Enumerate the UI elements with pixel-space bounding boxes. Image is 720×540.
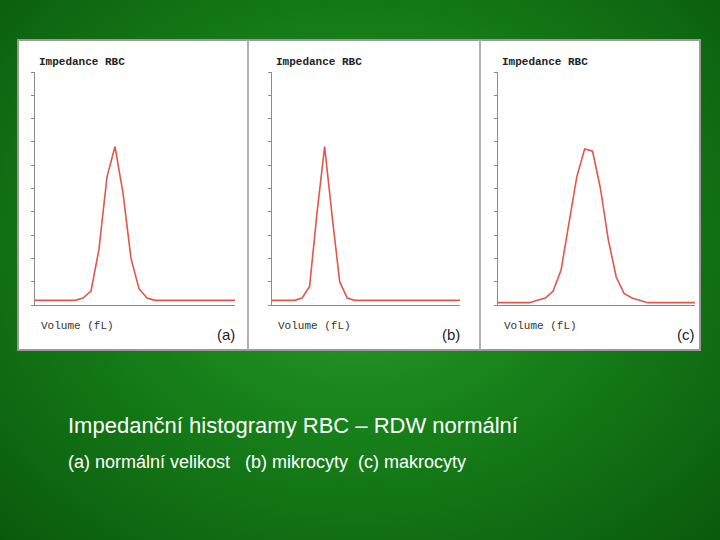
svg-text:Impedance RBC: Impedance RBC bbox=[39, 56, 125, 68]
svg-text:Volume (fL): Volume (fL) bbox=[41, 320, 114, 332]
svg-text:Impedance RBC: Impedance RBC bbox=[502, 56, 588, 68]
svg-text:Impedanční histogramy RBC – RD: Impedanční histogramy RBC – RDW normální bbox=[68, 413, 518, 438]
svg-text:Volume (fL): Volume (fL) bbox=[278, 320, 351, 332]
svg-text:(a) normální velikost (b) mi: (a) normální velikost (b) mikrocyty (c) … bbox=[68, 452, 466, 472]
svg-text:Volume (fL): Volume (fL) bbox=[504, 320, 577, 332]
svg-text:(a): (a) bbox=[217, 326, 235, 343]
svg-text:(c): (c) bbox=[677, 326, 695, 343]
svg-text:Impedance RBC: Impedance RBC bbox=[276, 56, 362, 68]
svg-text:(b): (b) bbox=[442, 326, 460, 343]
